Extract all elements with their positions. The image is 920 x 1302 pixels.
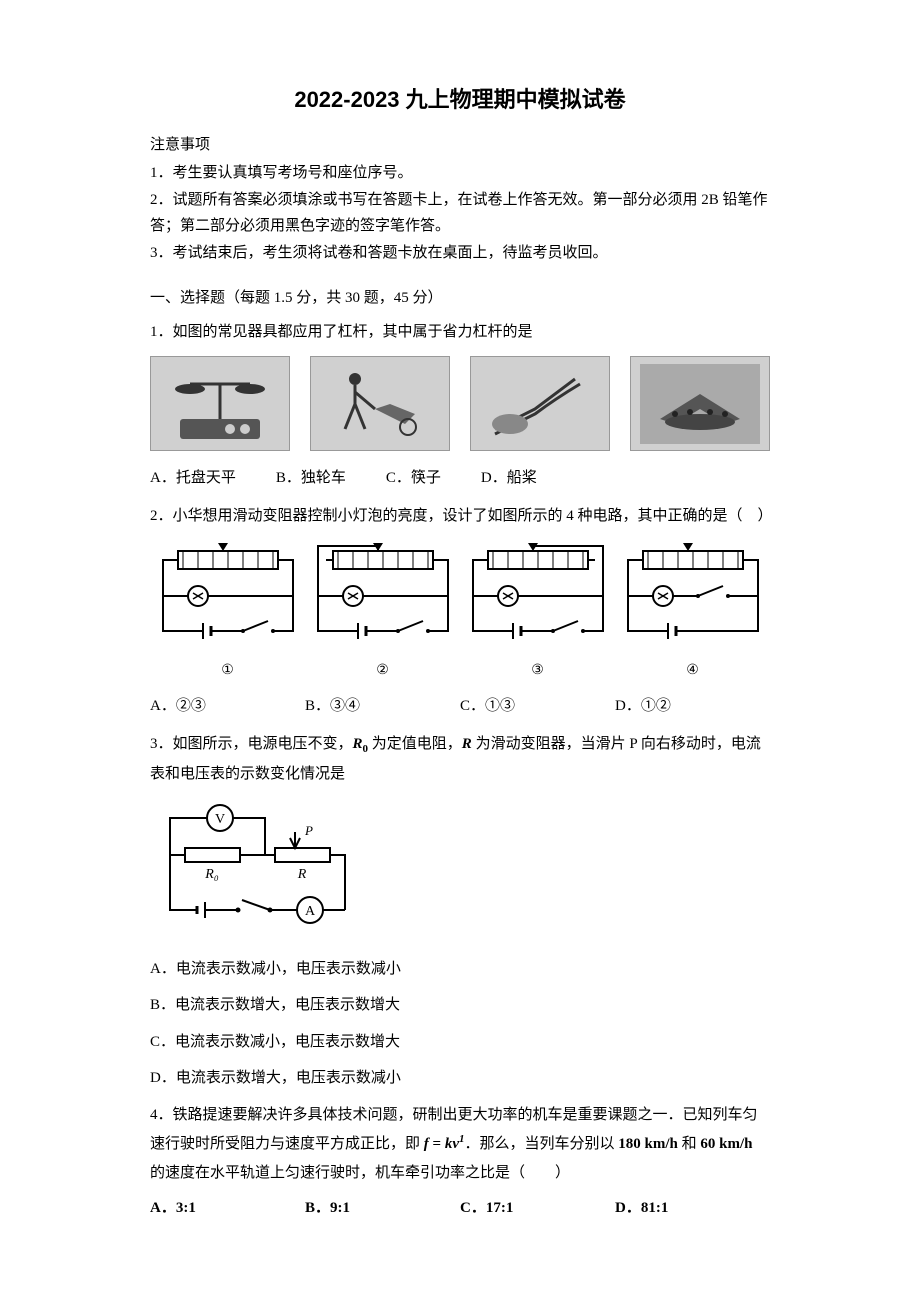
q4-speed2: 60 km/h xyxy=(700,1136,752,1152)
question-3-text: 3．如图所示，电源电压不变，R0 为定值电阻，R 为滑动变阻器，当滑片 P 向右… xyxy=(150,730,770,788)
notice-header: 注意事项 xyxy=(150,132,770,159)
q2-option-c: C．①③ xyxy=(460,693,615,720)
q3-text-1: 3．如图所示，电源电压不变， xyxy=(150,736,353,752)
question-2-circuits xyxy=(150,539,770,654)
q2-circuit-1 xyxy=(150,539,305,654)
notice-item-3: 3．考试结束后，考生须将试卷和答题卡放在桌面上，待监考员收回。 xyxy=(150,241,770,267)
q2-label-4: ④ xyxy=(615,658,770,683)
q4-speed1: 180 km/h xyxy=(618,1136,678,1152)
svg-text:P: P xyxy=(304,823,313,838)
q2-label-3: ③ xyxy=(460,658,615,683)
q2-circuit-4 xyxy=(615,539,770,654)
q4-v: v xyxy=(452,1136,459,1152)
question-3-circuit: V R₀ R P A xyxy=(150,800,770,941)
q4-text-4: 的速度在水平轨道上匀速行驶时，机车牵引功率之比是（ ） xyxy=(150,1165,570,1181)
q2-option-b: B．③④ xyxy=(305,693,460,720)
section-header: 一、选择题（每题 1.5 分，共 30 题，45 分） xyxy=(150,285,770,312)
question-4-text: 4．铁路提速要解决许多具体技术问题，研制出更大功率的机车是重要课题之一．已知列车… xyxy=(150,1101,770,1188)
q4-option-b: B．9:1 xyxy=(305,1195,460,1222)
q1-option-a: A．托盘天平 xyxy=(150,465,236,492)
svg-text:V: V xyxy=(215,812,225,827)
notice-item-1: 1．考生要认真填写考场号和座位序号。 xyxy=(150,161,770,187)
q4-option-a: A．3:1 xyxy=(150,1195,305,1222)
question-2-labels: ① ② ③ ④ xyxy=(150,658,770,683)
question-2-text: 2．小华想用滑动变阻器控制小灯泡的亮度，设计了如图所示的 4 种电路，其中正确的… xyxy=(150,502,770,531)
q3-option-a: A．电流表示数减小，电压表示数减小 xyxy=(150,955,770,984)
q4-text-3: 和 xyxy=(678,1136,701,1152)
q4-eq: = xyxy=(429,1136,445,1152)
q1-image-a xyxy=(150,356,290,451)
q2-circuit-2 xyxy=(305,539,460,654)
q1-image-c xyxy=(470,356,610,451)
q1-option-d: D．船桨 xyxy=(481,465,537,492)
q2-option-d: D．①② xyxy=(615,693,770,720)
q1-image-d xyxy=(630,356,770,451)
q3-r: R xyxy=(462,736,472,752)
q4-option-c: C．17:1 xyxy=(460,1195,615,1222)
q2-label-1: ① xyxy=(150,658,305,683)
q3-option-c: C．电流表示数减小，电压表示数增大 xyxy=(150,1028,770,1057)
question-2-options: A．②③ B．③④ C．①③ D．①② xyxy=(150,693,770,720)
q2-option-a: A．②③ xyxy=(150,693,305,720)
q2-label-2: ② xyxy=(305,658,460,683)
q3-option-b: B．电流表示数增大，电压表示数增大 xyxy=(150,991,770,1020)
svg-text:A: A xyxy=(305,904,316,919)
q3-r0: R xyxy=(353,736,363,752)
q1-option-c: C．筷子 xyxy=(386,465,441,492)
notice-item-2: 2．试题所有答案必须填涂或书写在答题卡上，在试卷上作答无效。第一部分必须用 2B… xyxy=(150,188,770,239)
svg-text:R₀: R₀ xyxy=(204,867,219,882)
question-1-text: 1．如图的常见器具都应用了杠杆，其中属于省力杠杆的是 xyxy=(150,318,770,347)
question-1-images xyxy=(150,356,770,451)
question-4-options: A．3:1 B．9:1 C．17:1 D．81:1 xyxy=(150,1195,770,1222)
q2-circuit-3 xyxy=(460,539,615,654)
q3-option-d: D．电流表示数增大，电压表示数减小 xyxy=(150,1064,770,1093)
q1-option-b: B．独轮车 xyxy=(276,465,346,492)
q4-text-2: ．那么，当列车分别以 xyxy=(465,1136,619,1152)
q3-text-2: 为定值电阻， xyxy=(368,736,462,752)
q1-image-b xyxy=(310,356,450,451)
exam-title: 2022-2023 九上物理期中模拟试卷 xyxy=(150,80,770,120)
q4-option-d: D．81:1 xyxy=(615,1195,770,1222)
svg-text:R: R xyxy=(297,867,307,882)
question-1-options: A．托盘天平 B．独轮车 C．筷子 D．船桨 xyxy=(150,465,770,492)
